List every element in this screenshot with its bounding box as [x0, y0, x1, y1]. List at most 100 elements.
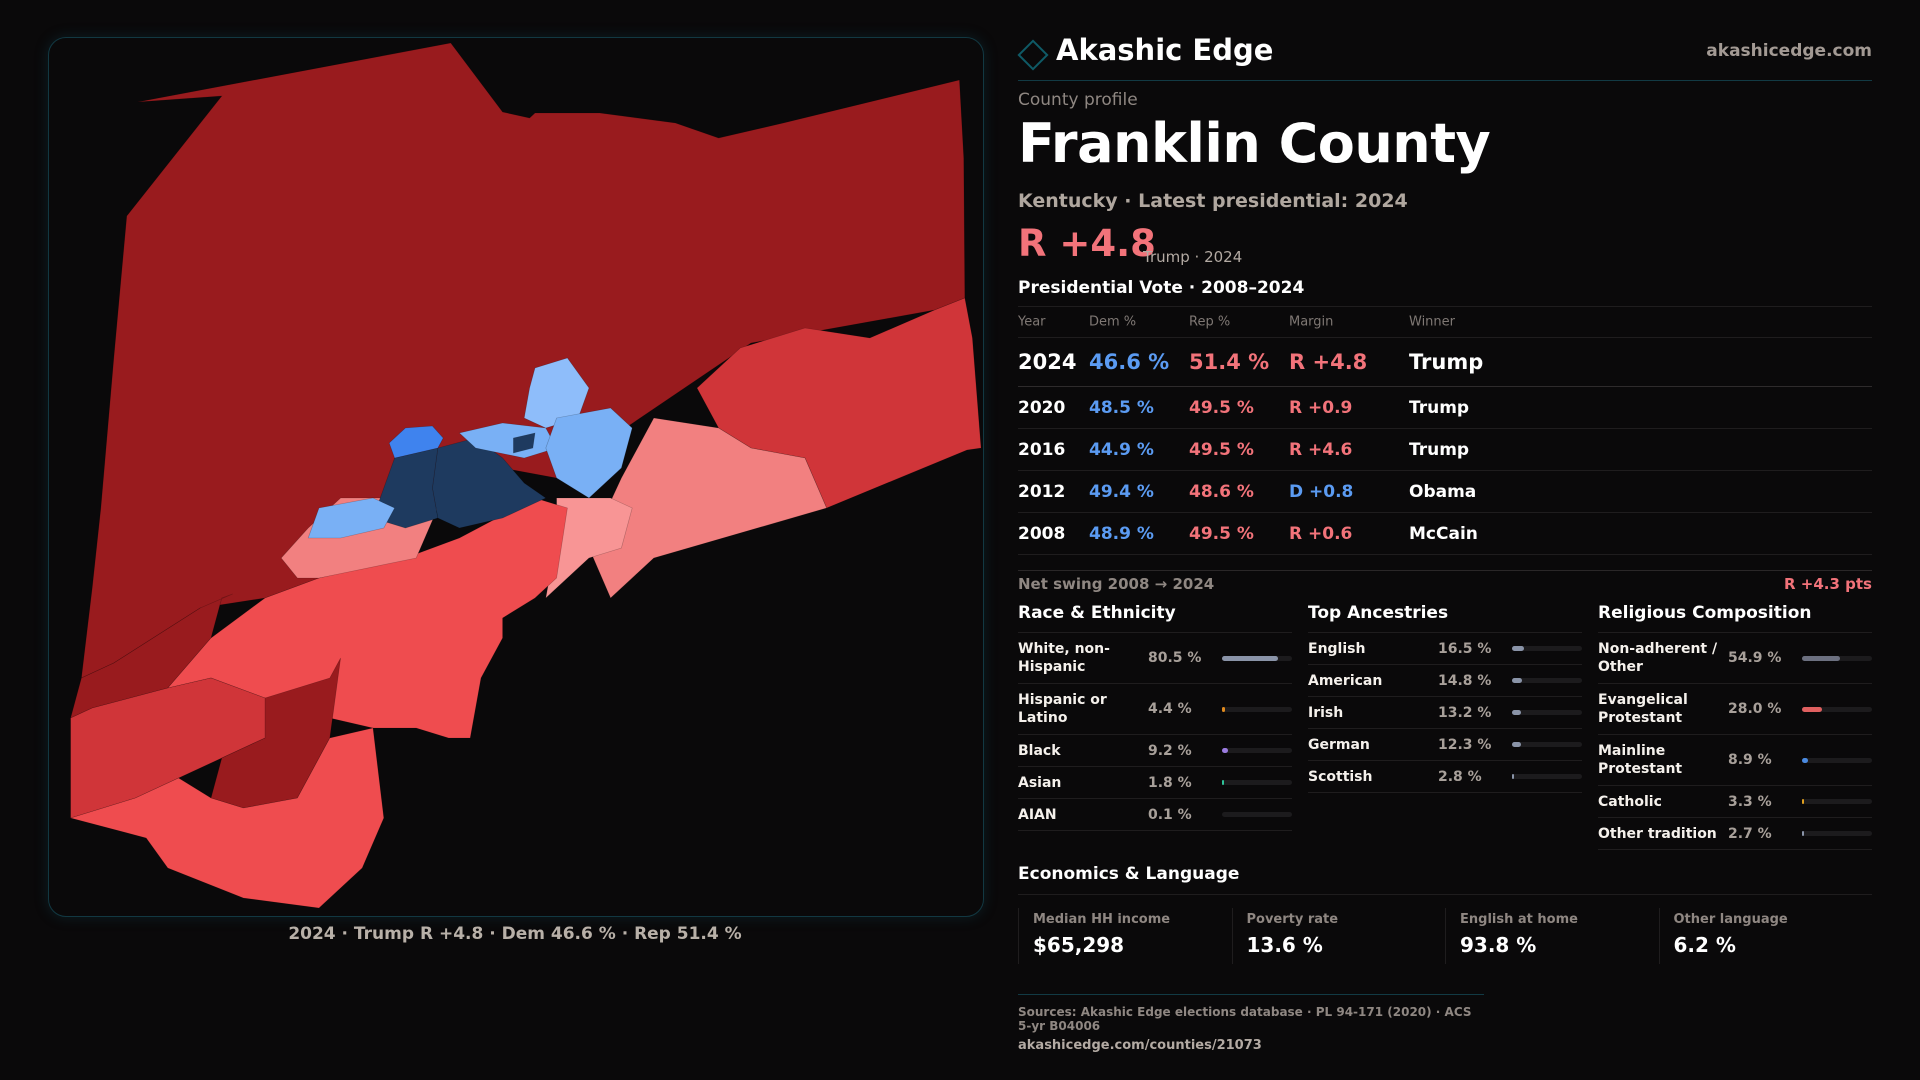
bar-fill — [1512, 742, 1521, 747]
stat-value: 80.5 % — [1148, 650, 1202, 666]
cell-year: 2020 — [1018, 397, 1066, 418]
econ-stat-card: Median HH income $65,298 — [1018, 908, 1232, 964]
brand-url-link[interactable]: akashicedge.com — [1706, 41, 1872, 61]
cell-rep-pct: 49.5 % — [1189, 397, 1254, 418]
stat-value: 1.8 % — [1148, 774, 1192, 791]
brand-name: Akashic Edge — [1056, 33, 1274, 67]
stat-value: 54.9 % — [1728, 650, 1782, 666]
bar-track — [1802, 655, 1872, 661]
small-precinct[interactable] — [513, 432, 536, 454]
stat-row: Irish 13.2 % — [1308, 697, 1582, 729]
economics-section-title: Economics & Language — [1018, 864, 1872, 895]
econ-label: Median HH income — [1033, 912, 1171, 927]
econ-stat-card: Other language 6.2 % — [1658, 908, 1873, 964]
stat-row: Catholic 3.3 % — [1598, 786, 1872, 818]
stat-value: 0.1 % — [1148, 806, 1192, 823]
cell-dem-pct: 48.5 % — [1089, 397, 1154, 418]
bar-fill — [1802, 799, 1805, 804]
stat-label: Black — [1018, 742, 1061, 759]
stat-label: German — [1308, 736, 1370, 753]
bar-track — [1802, 799, 1872, 804]
bar-fill — [1222, 655, 1279, 661]
bar-fill — [1512, 774, 1514, 779]
east-suburb-precinct[interactable] — [545, 407, 633, 499]
table-row: 2012 49.4 % 48.6 % D +0.8 Obama — [1018, 471, 1872, 513]
cell-year: 2008 — [1018, 523, 1066, 544]
stat-label: Non-adherent / Other — [1598, 641, 1718, 675]
header-margin: Margin — [1289, 314, 1334, 330]
bar-track — [1222, 812, 1292, 817]
county-north-precinct[interactable] — [81, 42, 966, 679]
cell-rep-pct: 51.4 % — [1189, 350, 1270, 374]
cell-year: 2016 — [1018, 439, 1066, 460]
cell-dem-pct: 48.9 % — [1089, 523, 1154, 544]
religion-section-title: Religious Composition — [1598, 603, 1872, 633]
footer: Sources: Akashic Edge elections database… — [1018, 994, 1484, 1053]
cell-rep-pct: 48.6 % — [1189, 481, 1254, 502]
stat-row: German 12.3 % — [1308, 729, 1582, 761]
diamond-logo-icon — [1017, 39, 1049, 71]
stat-row: Non-adherent / Other 54.9 % — [1598, 633, 1872, 684]
bar-track — [1512, 646, 1582, 651]
bar-track — [1512, 774, 1582, 779]
bar-fill — [1512, 710, 1522, 715]
bar-track — [1222, 780, 1292, 785]
headline-winner-year: Trump · 2024 — [1143, 248, 1243, 266]
stat-label: Scottish — [1308, 768, 1373, 785]
net-swing-label: Net swing 2008 → 2024 — [1018, 575, 1215, 593]
stat-label: English — [1308, 640, 1366, 657]
precinct-map[interactable] — [48, 37, 984, 917]
economics-row: Median HH income $65,298 Poverty rate 13.6 … — [1018, 908, 1872, 964]
bar-track — [1222, 748, 1292, 753]
stat-value: 12.3 % — [1438, 736, 1492, 753]
south-central-precinct[interactable] — [166, 497, 568, 739]
econ-value: 93.8 % — [1460, 933, 1537, 957]
cell-winner: McCain — [1409, 523, 1478, 544]
header-dem: Dem % — [1089, 314, 1137, 330]
stat-row: AIAN 0.1 % — [1018, 799, 1292, 831]
stat-label: Mainline Protestant — [1598, 743, 1683, 777]
table-header-row: Year Dem % Rep % Margin Winner — [1018, 307, 1872, 338]
stat-value: 2.8 % — [1438, 768, 1482, 785]
stat-row: Asian 1.8 % — [1018, 767, 1292, 799]
cell-margin: R +4.8 — [1289, 350, 1368, 374]
map-svg — [69, 42, 982, 909]
stat-value: 16.5 % — [1438, 640, 1492, 657]
stat-label: Catholic — [1598, 793, 1662, 810]
cell-margin: R +0.9 — [1289, 397, 1353, 418]
cell-margin: D +0.8 — [1289, 481, 1354, 502]
ancestry-section-title: Top Ancestries — [1308, 603, 1582, 633]
bar-fill — [1802, 831, 1804, 836]
header-winner: Winner — [1409, 314, 1456, 330]
stat-row: American 14.8 % — [1308, 665, 1582, 697]
stat-label: Asian — [1018, 774, 1062, 791]
bar-track — [1802, 757, 1872, 763]
race-section-title: Race & Ethnicity — [1018, 603, 1292, 633]
stat-value: 14.8 % — [1438, 672, 1492, 689]
stat-value: 8.9 % — [1728, 752, 1772, 768]
religion-section: Religious Composition Non-adherent / Oth… — [1598, 603, 1872, 850]
stat-value: 4.4 % — [1148, 701, 1192, 717]
far-south-precinct[interactable] — [69, 727, 385, 909]
stat-value: 9.2 % — [1148, 742, 1192, 759]
cell-winner: Trump — [1409, 439, 1470, 460]
downtown-precinct-3[interactable] — [388, 425, 444, 459]
stat-row: White, non-Hispanic 80.5 % — [1018, 633, 1292, 684]
econ-value: $65,298 — [1033, 933, 1125, 957]
cell-dem-pct: 46.6 % — [1089, 350, 1170, 374]
stat-label: AIAN — [1018, 806, 1057, 823]
bar-fill — [1512, 678, 1523, 683]
west-suburb-precinct[interactable] — [307, 497, 396, 539]
cell-rep-pct: 49.5 % — [1189, 523, 1254, 544]
stat-value: 2.7 % — [1728, 825, 1772, 842]
county-url-link[interactable]: akashicedge.com/counties/21073 — [1018, 1038, 1262, 1053]
bar-fill — [1802, 655, 1841, 661]
stat-row: Black 9.2 % — [1018, 735, 1292, 767]
econ-label: Other language — [1673, 912, 1788, 927]
header-rep: Rep % — [1189, 314, 1231, 330]
econ-value: 13.6 % — [1246, 933, 1323, 957]
stat-row: Mainline Protestant 8.9 % — [1598, 735, 1872, 786]
presidential-section-title: Presidential Vote · 2008–2024 — [1018, 278, 1305, 298]
sources-text: Sources: Akashic Edge elections database… — [1018, 1005, 1472, 1033]
stat-label: American — [1308, 672, 1383, 689]
